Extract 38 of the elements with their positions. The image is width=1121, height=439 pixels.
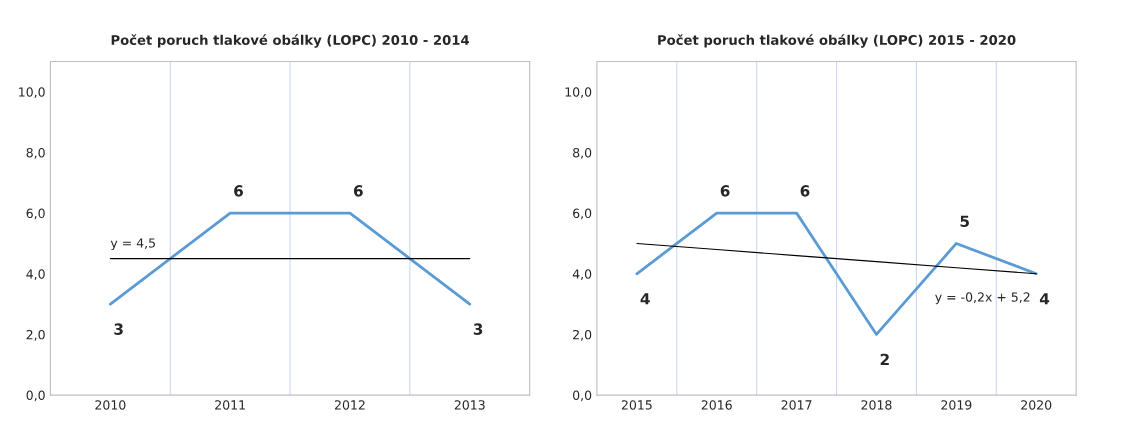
annotation: y = -0,2x + 5,2 bbox=[935, 292, 1030, 305]
y-tick-label: 2,0 bbox=[573, 329, 592, 341]
data-label: 6 bbox=[800, 185, 810, 197]
x-tick-label: 2016 bbox=[701, 400, 732, 410]
data-label: 2 bbox=[880, 353, 889, 365]
data-label: 3 bbox=[114, 323, 123, 335]
chart-title: Počet poruch tlakové obálky (LOPC) 2015 - 2020 bbox=[658, 34, 1016, 48]
data-label: 6 bbox=[720, 185, 730, 197]
data-label: 4 bbox=[1039, 293, 1050, 305]
y-tick-label: 6,0 bbox=[573, 208, 592, 220]
data-label: 3 bbox=[473, 323, 483, 335]
y-tick-label: 0,0 bbox=[573, 390, 592, 402]
chart-title: Počet poruch tlakové obálky (LOPC) 2010 - 2014 bbox=[111, 34, 470, 48]
y-tick-label: 4,0 bbox=[572, 269, 592, 280]
y-tick-label: 2,0 bbox=[26, 329, 45, 341]
data-label: 6 bbox=[353, 185, 363, 197]
y-tick-label: 10,0 bbox=[565, 87, 592, 98]
x-tick-label: 2020 bbox=[1021, 400, 1052, 410]
y-tick-label: 8,0 bbox=[26, 147, 45, 159]
y-tick-label: 0,0 bbox=[26, 390, 45, 402]
y-tick-label: 8,0 bbox=[573, 147, 592, 159]
y-tick-label: 10,0 bbox=[19, 87, 45, 98]
data-label: 4 bbox=[640, 293, 650, 305]
line-series bbox=[636, 242, 1037, 275]
x-tick-label: 2015 bbox=[621, 400, 652, 410]
y-tick-label: 6,0 bbox=[26, 208, 45, 220]
x-tick-label: 2019 bbox=[941, 400, 972, 410]
y-tick-label: 4,0 bbox=[26, 269, 45, 280]
x-tick-label: 2010 bbox=[95, 400, 126, 410]
x-tick-label: 2011 bbox=[215, 400, 245, 410]
x-tick-label: 2017 bbox=[781, 400, 812, 410]
annotation: y = 4,5 bbox=[110, 238, 155, 251]
x-tick-label: 2012 bbox=[334, 400, 365, 410]
line-series bbox=[635, 211, 1038, 336]
x-tick-label: 2013 bbox=[454, 400, 485, 410]
data-label: 6 bbox=[234, 185, 243, 197]
x-tick-label: 2018 bbox=[861, 400, 892, 410]
data-label: 5 bbox=[960, 215, 969, 227]
